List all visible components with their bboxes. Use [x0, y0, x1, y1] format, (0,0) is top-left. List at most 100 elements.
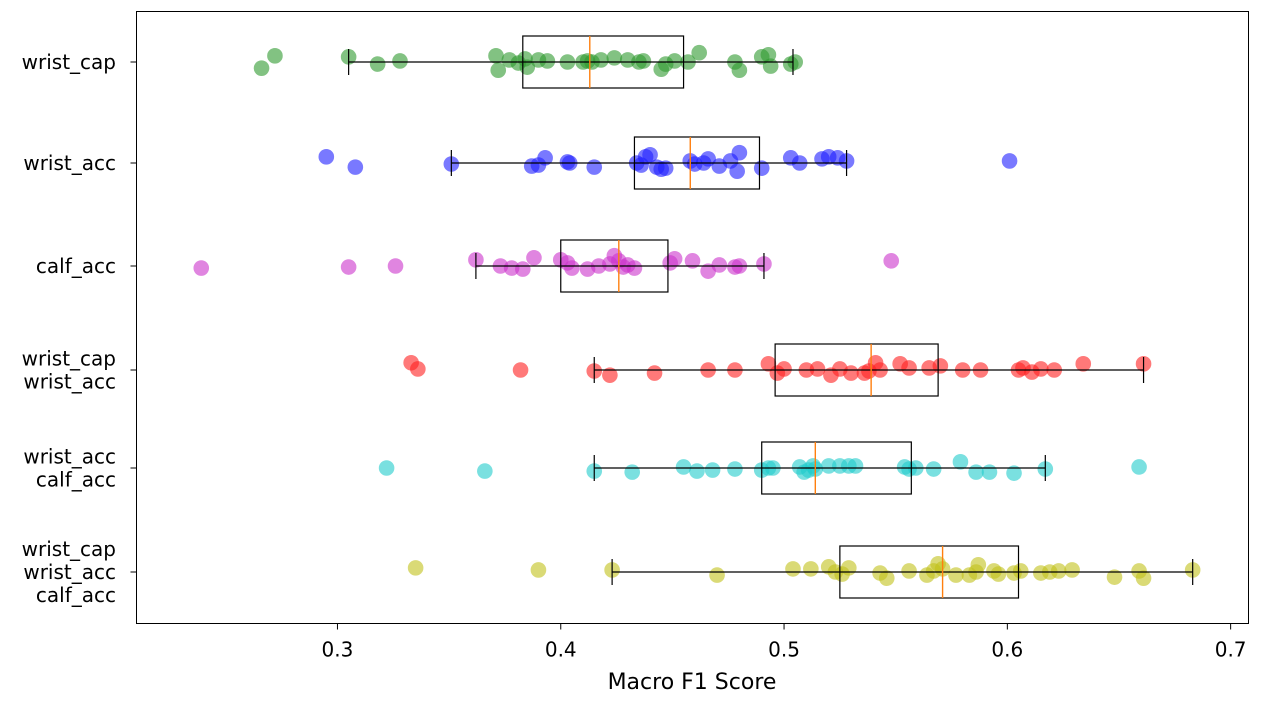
data-point [925, 461, 942, 477]
data-point [642, 146, 658, 163]
data-point [253, 60, 270, 76]
data-point [1075, 356, 1092, 372]
data-point [1050, 563, 1067, 579]
iqr-box [522, 35, 685, 89]
data-point [878, 570, 895, 586]
data-point [1064, 562, 1080, 578]
data-point [666, 53, 683, 69]
data-point [932, 358, 949, 374]
y-tick-label: wrist_acc [23, 151, 116, 175]
data-point [689, 463, 705, 479]
data-point [539, 53, 556, 69]
iqr-box [774, 343, 939, 397]
y-axis: wrist_capwrist_acccalf_accwrist_capwrist… [22, 50, 137, 607]
category-group [253, 35, 804, 89]
data-point [1106, 569, 1123, 585]
data-point [1131, 459, 1147, 475]
y-tick-label: wrist_acc [23, 560, 116, 584]
data-point [378, 460, 395, 476]
data-point [753, 160, 770, 176]
data-point [809, 361, 826, 377]
data-point [369, 56, 386, 72]
data-point [407, 560, 424, 576]
data-point [347, 159, 364, 175]
data-point [1135, 570, 1152, 586]
data-point [387, 258, 404, 274]
category-group [407, 545, 1201, 599]
data-point [526, 249, 542, 266]
data-point [704, 462, 721, 478]
data-point [1001, 153, 1018, 169]
data-point [646, 365, 663, 381]
category-group [193, 239, 900, 293]
data-point [515, 261, 531, 277]
data-point [530, 562, 547, 578]
data-point [684, 253, 701, 269]
data-point [731, 62, 748, 79]
x-tick-label: 0.5 [768, 638, 800, 662]
data-point [762, 58, 779, 74]
data-point [503, 260, 520, 276]
data-point [675, 459, 692, 475]
data-point [490, 62, 507, 79]
data-point [711, 257, 728, 273]
data-point [477, 463, 493, 479]
x-tick-label: 0.6 [991, 638, 1023, 662]
data-point [512, 362, 529, 378]
data-point [776, 361, 792, 377]
data-point [883, 253, 900, 269]
y-tick-label: wrist_cap [22, 347, 116, 371]
y-tick-label: wrist_cap [22, 50, 116, 74]
data-point [785, 561, 801, 577]
x-axis-title: Macro F1 Score [608, 670, 777, 695]
data-point [488, 48, 504, 64]
data-point [410, 361, 426, 377]
y-tick-label: calf_acc [36, 468, 116, 492]
iqr-box [633, 136, 761, 190]
data-point [1012, 563, 1029, 579]
data-point [1033, 361, 1049, 377]
data-point [729, 163, 745, 180]
data-point [318, 149, 335, 165]
data-point [990, 566, 1007, 582]
data-point [537, 150, 553, 166]
data-point [970, 556, 987, 573]
x-tick-label: 0.4 [545, 638, 577, 662]
data-point [691, 44, 707, 61]
iqr-box [839, 545, 1020, 599]
data-point [847, 458, 864, 474]
category-group [403, 343, 1152, 397]
data-point [841, 560, 857, 576]
iqr-box [560, 239, 669, 293]
y-tick-label: wrist_acc [23, 370, 116, 394]
x-tick-label: 0.7 [1215, 638, 1247, 662]
data-point [803, 561, 819, 577]
data-point [968, 464, 984, 480]
data-point [1006, 465, 1022, 481]
data-point [392, 53, 408, 69]
data-point [843, 365, 859, 381]
data-point [981, 464, 998, 480]
data-point [709, 567, 725, 583]
data-point [626, 260, 643, 276]
y-tick-label: calf_acc [36, 583, 116, 607]
y-tick-label: wrist_acc [23, 445, 116, 469]
data-point [948, 567, 964, 583]
data-point [564, 260, 580, 276]
data-point [606, 50, 623, 66]
y-tick-label: wrist_cap [22, 537, 116, 561]
data-point [727, 461, 743, 477]
data-point [901, 563, 917, 579]
y-tick-label: calf_acc [36, 254, 116, 278]
plot-frame [136, 11, 1249, 624]
data-point [657, 160, 674, 176]
x-axis: 0.3 0.4 0.5 0.6 0.7 [322, 623, 1247, 662]
data-point [666, 250, 683, 267]
data-point [952, 454, 969, 470]
data-point [901, 360, 917, 376]
data-point [340, 259, 357, 275]
data-point [267, 48, 283, 64]
data-point [624, 464, 641, 480]
data-point [593, 52, 609, 68]
